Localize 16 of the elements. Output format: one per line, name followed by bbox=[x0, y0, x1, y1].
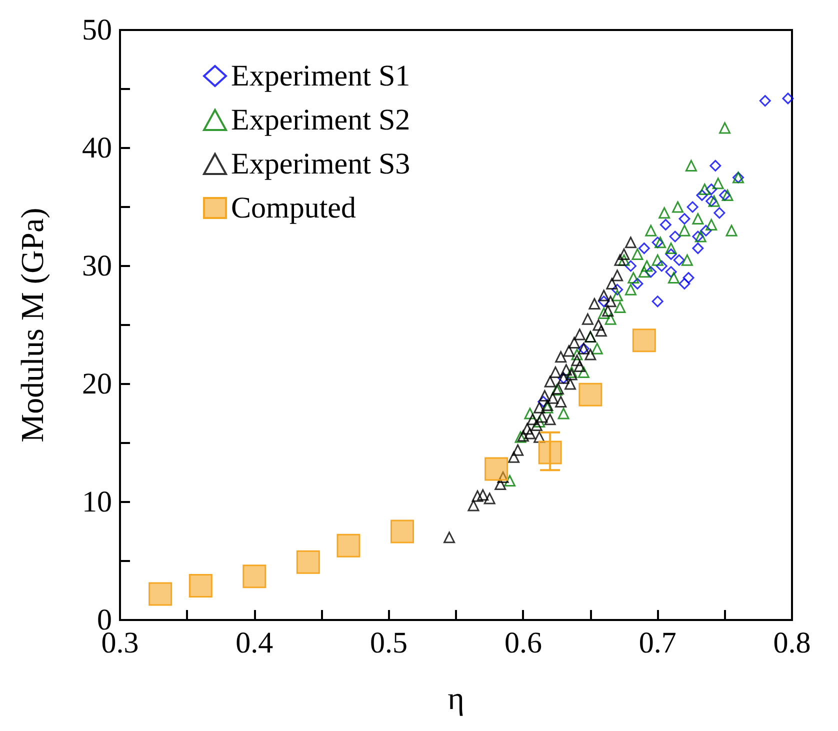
x-tick-label: 0.7 bbox=[638, 626, 676, 660]
legend-label: Experiment S2 bbox=[231, 104, 410, 136]
y-tick-label: 10 bbox=[82, 486, 112, 518]
y-tick-label: 50 bbox=[82, 14, 112, 46]
x-tick-label: 0.8 bbox=[773, 626, 811, 660]
legend-label: Computed bbox=[231, 192, 356, 224]
x-tick-label: 0.6 bbox=[504, 626, 542, 660]
y-tick-label: 30 bbox=[82, 250, 112, 282]
x-tick-label: 0.4 bbox=[236, 626, 274, 660]
legend-label: Experiment S1 bbox=[231, 60, 410, 92]
x-axis-title: η bbox=[448, 680, 464, 716]
legend-label: Experiment S3 bbox=[231, 148, 410, 180]
y-tick-label: 20 bbox=[82, 368, 112, 400]
y-axis-title: Modulus M (GPa) bbox=[14, 208, 50, 442]
x-tick-label: 0.5 bbox=[370, 626, 408, 660]
y-tick-label: 40 bbox=[82, 132, 112, 164]
